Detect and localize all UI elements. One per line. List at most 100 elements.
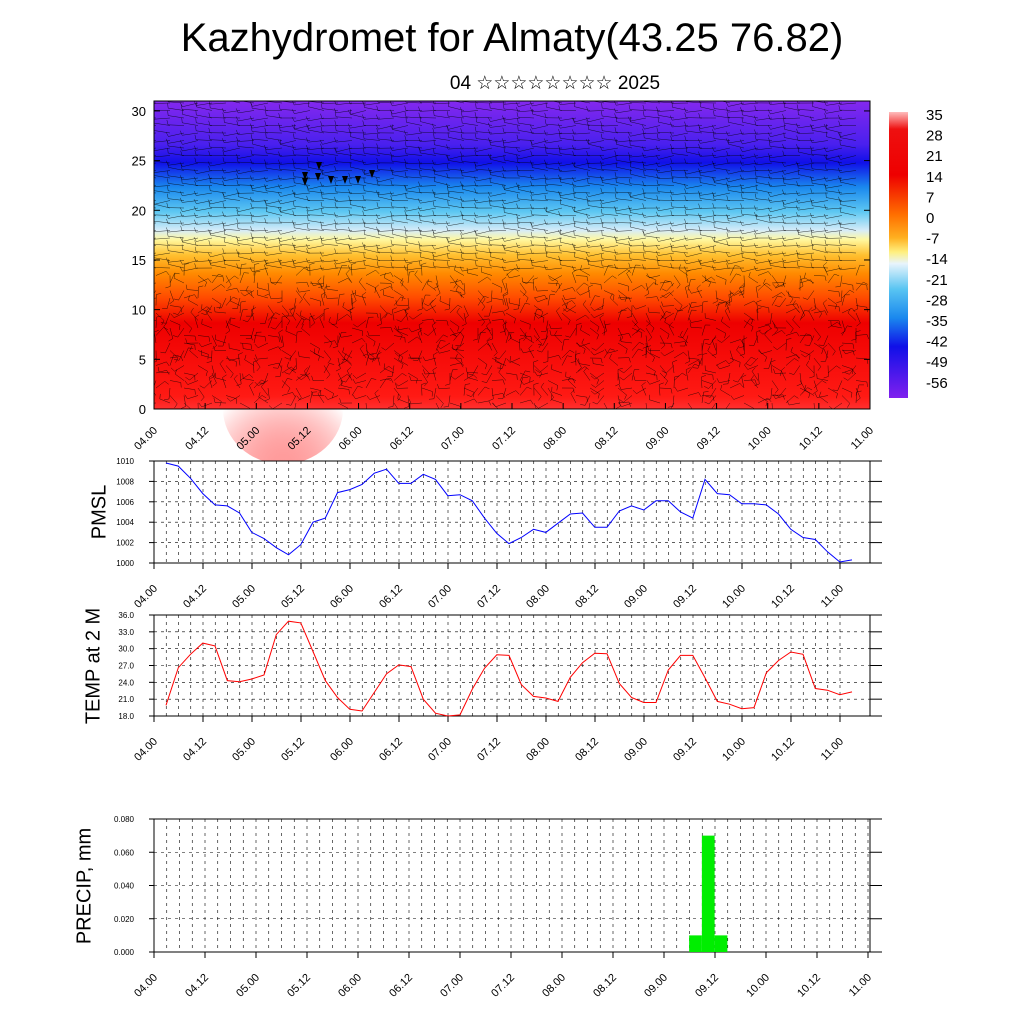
wind-barb-feather bbox=[726, 263, 729, 269]
wind-barb-feather bbox=[465, 383, 471, 385]
wind-barb-feather bbox=[529, 139, 533, 145]
wind-barb-feather bbox=[189, 346, 193, 351]
precip-y-tick-label: 0.060 bbox=[114, 848, 135, 857]
wind-barb-feather bbox=[540, 311, 544, 317]
wind-barb bbox=[365, 335, 376, 342]
wind-barb bbox=[406, 102, 423, 104]
wind-barb bbox=[309, 342, 320, 349]
wind-barb-feather bbox=[431, 252, 435, 257]
wind-barb-feather bbox=[342, 302, 345, 308]
wind-barb-feather bbox=[670, 343, 673, 349]
wind-barb-feather bbox=[530, 194, 533, 200]
wind-barb-feather bbox=[249, 115, 253, 121]
wind-barb-feather bbox=[253, 360, 259, 363]
wind-barb-feather bbox=[837, 321, 842, 326]
wind-barb-feather bbox=[837, 132, 841, 137]
wind-barb bbox=[406, 116, 423, 119]
wind-barb-feather bbox=[586, 158, 589, 164]
wind-barb-feather bbox=[585, 314, 590, 319]
wind-barb bbox=[616, 267, 633, 270]
wind-barb bbox=[551, 391, 563, 396]
wind-barb-feather bbox=[751, 356, 756, 360]
wind-barb-feather bbox=[515, 182, 519, 188]
wind-barb bbox=[728, 140, 745, 144]
wind-barb bbox=[602, 107, 619, 111]
wind-barb bbox=[566, 307, 577, 314]
wind-barb bbox=[673, 275, 681, 285]
wind-barb-feather bbox=[817, 336, 821, 341]
wind-barb-feather bbox=[334, 165, 337, 171]
wind-barb-feather bbox=[768, 101, 771, 105]
wind-barb-feather bbox=[249, 101, 253, 107]
wind-barb bbox=[602, 155, 619, 160]
wind-barb bbox=[374, 393, 381, 404]
wind-barb-feather bbox=[432, 219, 435, 225]
wind-barb-feather bbox=[811, 163, 813, 169]
wind-barb-feather bbox=[145, 298, 150, 300]
wind-barb-feather bbox=[586, 150, 589, 156]
wind-barb bbox=[420, 250, 437, 254]
wind-barb-feather bbox=[409, 354, 412, 359]
wind-barb bbox=[349, 309, 353, 321]
wind-barb-feather bbox=[739, 284, 744, 289]
wind-barb bbox=[645, 282, 654, 291]
wind-barb-feather bbox=[498, 411, 500, 415]
wind-barb bbox=[448, 160, 465, 164]
wind-barb bbox=[183, 387, 195, 390]
wind-barb-feather bbox=[526, 386, 532, 390]
wind-barb bbox=[743, 300, 755, 306]
wind-barb-feather bbox=[583, 282, 589, 286]
wind-barb-feather bbox=[796, 104, 799, 110]
wind-barb-feather bbox=[278, 362, 282, 368]
wind-barb-feather bbox=[545, 185, 547, 191]
wind-barb-feather bbox=[810, 254, 813, 260]
wind-barb-feather bbox=[502, 104, 505, 110]
wind-barb bbox=[490, 222, 507, 225]
temp-x-tick-label: 07.12 bbox=[475, 736, 503, 764]
wind-barb bbox=[364, 257, 381, 261]
wind-barb bbox=[225, 395, 237, 399]
wind-barb bbox=[476, 121, 493, 126]
wind-barb-feather bbox=[384, 313, 388, 319]
wind-barb-feather bbox=[445, 183, 449, 188]
pmsl-y-tick-label: 1004 bbox=[116, 518, 134, 527]
wind-barb bbox=[785, 331, 797, 336]
wind-barb-feather bbox=[390, 167, 393, 173]
wind-barb-feather bbox=[419, 260, 421, 266]
wind-barb bbox=[546, 162, 563, 165]
wind-barb-feather bbox=[558, 129, 561, 134]
wind-barb-feather bbox=[173, 312, 178, 315]
wind-barb bbox=[295, 267, 305, 276]
wind-barb-feather bbox=[655, 221, 659, 226]
wind-barb bbox=[771, 380, 779, 390]
wind-barb-feather bbox=[655, 154, 659, 160]
wind-barb-feather bbox=[755, 284, 761, 288]
wind-barb bbox=[626, 273, 633, 284]
wind-barb-feather bbox=[179, 220, 183, 226]
wind-barb-feather bbox=[530, 107, 533, 112]
wind-barb bbox=[501, 280, 507, 291]
wind-barb bbox=[463, 387, 475, 393]
wind-barb-feather bbox=[334, 248, 337, 254]
wind-barb bbox=[182, 249, 199, 254]
wind-barb bbox=[560, 125, 577, 129]
wind-barb-feather bbox=[194, 219, 197, 225]
wind-barb-feather bbox=[465, 367, 468, 373]
wind-barb bbox=[364, 207, 381, 211]
wind-barb-feather bbox=[810, 158, 813, 164]
wind-barb-feather bbox=[179, 162, 183, 167]
wind-barb-feather bbox=[431, 123, 435, 129]
wind-barb bbox=[855, 380, 867, 383]
wind-barb bbox=[545, 320, 549, 332]
wind-barb bbox=[169, 380, 181, 383]
wind-barb bbox=[609, 297, 619, 306]
wind-barb bbox=[225, 320, 231, 331]
wind-barb-feather bbox=[263, 243, 267, 249]
wind-barb bbox=[383, 294, 395, 299]
wind-barb bbox=[841, 290, 843, 302]
wind-barb bbox=[280, 109, 297, 111]
wind-barb bbox=[196, 130, 213, 134]
wind-barb-feather bbox=[486, 301, 492, 303]
wind-barb-feather bbox=[670, 122, 673, 128]
wind-barb-feather bbox=[460, 151, 463, 157]
